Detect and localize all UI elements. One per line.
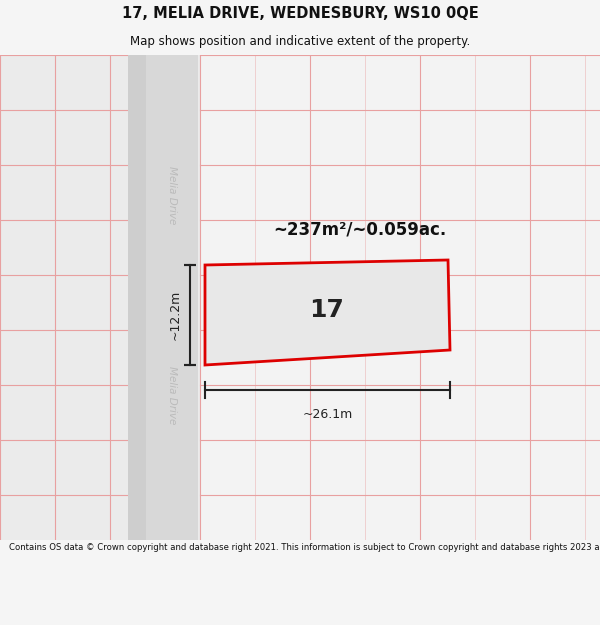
Text: ~12.2m: ~12.2m [169,290,182,340]
Text: ~26.1m: ~26.1m [302,409,353,421]
Bar [200,55,600,540]
Text: 17, MELIA DRIVE, WEDNESBURY, WS10 0QE: 17, MELIA DRIVE, WEDNESBURY, WS10 0QE [122,6,478,21]
Bar [146,55,198,540]
Text: Melia Drive: Melia Drive [167,166,177,224]
Text: ~237m²/~0.059ac.: ~237m²/~0.059ac. [274,221,446,239]
Text: Map shows position and indicative extent of the property.: Map shows position and indicative extent… [130,35,470,48]
Text: Melia Drive: Melia Drive [167,366,177,424]
Text: Contains OS data © Crown copyright and database right 2021. This information is : Contains OS data © Crown copyright and d… [9,542,600,551]
Bar [128,55,146,540]
Text: 17: 17 [310,298,344,322]
Polygon shape [205,260,450,365]
